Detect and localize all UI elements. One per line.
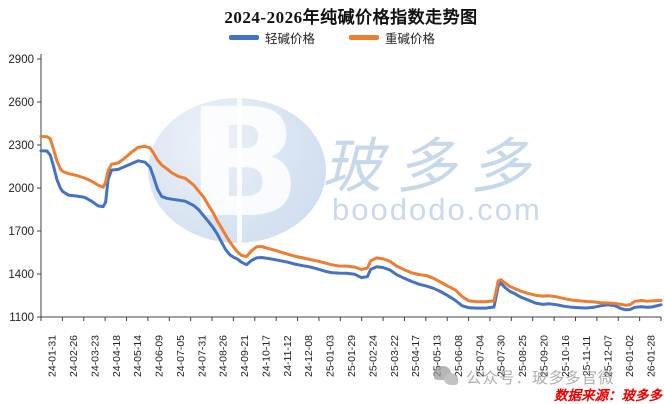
x-tick-label: 25-02-24 [367, 335, 379, 377]
legend-label-heavy-soda: 重碱价格 [385, 32, 436, 46]
y-tick-label: 2300 [8, 140, 34, 152]
y-tick-label: 2600 [8, 97, 34, 109]
x-tick-label: 24-05-14 [132, 335, 144, 377]
y-tick-label: 1100 [9, 312, 34, 324]
series-line-light-soda [39, 149, 663, 312]
x-tick-label: 25-05-13 [432, 335, 444, 377]
legend-line-light-soda-icon [228, 35, 259, 40]
x-tick-label: 25-07-30 [496, 335, 508, 377]
y-tick-label: 2900 [8, 54, 34, 66]
x-tick-label: 24-09-21 [239, 335, 251, 377]
x-tick-label: 25-12-07 [603, 335, 615, 377]
x-tick-label: 24-07-05 [175, 335, 187, 377]
x-tick-label: 25-09-20 [538, 335, 550, 377]
x-tick-label: 25-01-29 [346, 335, 358, 377]
x-tick-label: 25-01-03 [325, 335, 337, 377]
legend-item-heavy-soda: 重碱价格 [349, 28, 435, 47]
legend-label-light-soda: 轻碱价格 [264, 32, 315, 46]
axes [40, 54, 661, 318]
y-tick-label: 2000 [8, 183, 34, 195]
x-tick-label: 24-02-26 [68, 335, 80, 377]
x-tick-label: 25-10-16 [560, 335, 572, 377]
y-axis-labels: 1100 1400 1700 2000 2300 2600 2900 [8, 54, 41, 324]
legend-line-heavy-soda-icon [349, 35, 379, 40]
y-tick-label: 1700 [8, 226, 34, 238]
x-tick-label: 26-01-28 [645, 335, 657, 377]
chart-title: 2024-2026年纯碱价格指数走势图 [224, 8, 478, 27]
y-tick-label: 1400 [8, 269, 34, 281]
x-tick-label: 24-04-18 [111, 335, 123, 377]
data-source-note: 数据来源：玻多多 [554, 388, 662, 403]
legend-item-light-soda: 轻碱价格 [228, 28, 315, 47]
x-tick-label: 25-11-11 [581, 336, 593, 377]
x-tick-label: 24-01-31 [47, 335, 59, 377]
x-tick-label: 24-12-08 [303, 335, 315, 377]
x-tick-label: 24-08-26 [218, 335, 230, 377]
x-tick-label: 25-06-08 [453, 335, 465, 377]
x-tick-label: 25-03-22 [389, 335, 401, 377]
series-line-heavy-soda [39, 134, 663, 307]
x-axis-labels: 24-01-31 24-02-26 24-03-23 24-04-18 24-05-14… [40, 317, 662, 377]
x-tick-label: 24-10-17 [260, 335, 272, 377]
x-tick-label: 25-04-17 [410, 335, 422, 377]
x-tick-label: 24-06-09 [154, 335, 166, 377]
chart-legend: 轻碱价格 重碱价格 [0, 28, 664, 47]
x-tick-label: 24-03-23 [89, 335, 101, 377]
x-tick-label: 24-11-12 [282, 335, 294, 376]
x-tick-label: 25-07-04 [474, 335, 486, 377]
x-tick-label: 25-08-25 [517, 335, 529, 377]
x-tick-label: 24-07-31 [196, 335, 208, 377]
x-tick-label: 26-01-02 [624, 335, 636, 377]
